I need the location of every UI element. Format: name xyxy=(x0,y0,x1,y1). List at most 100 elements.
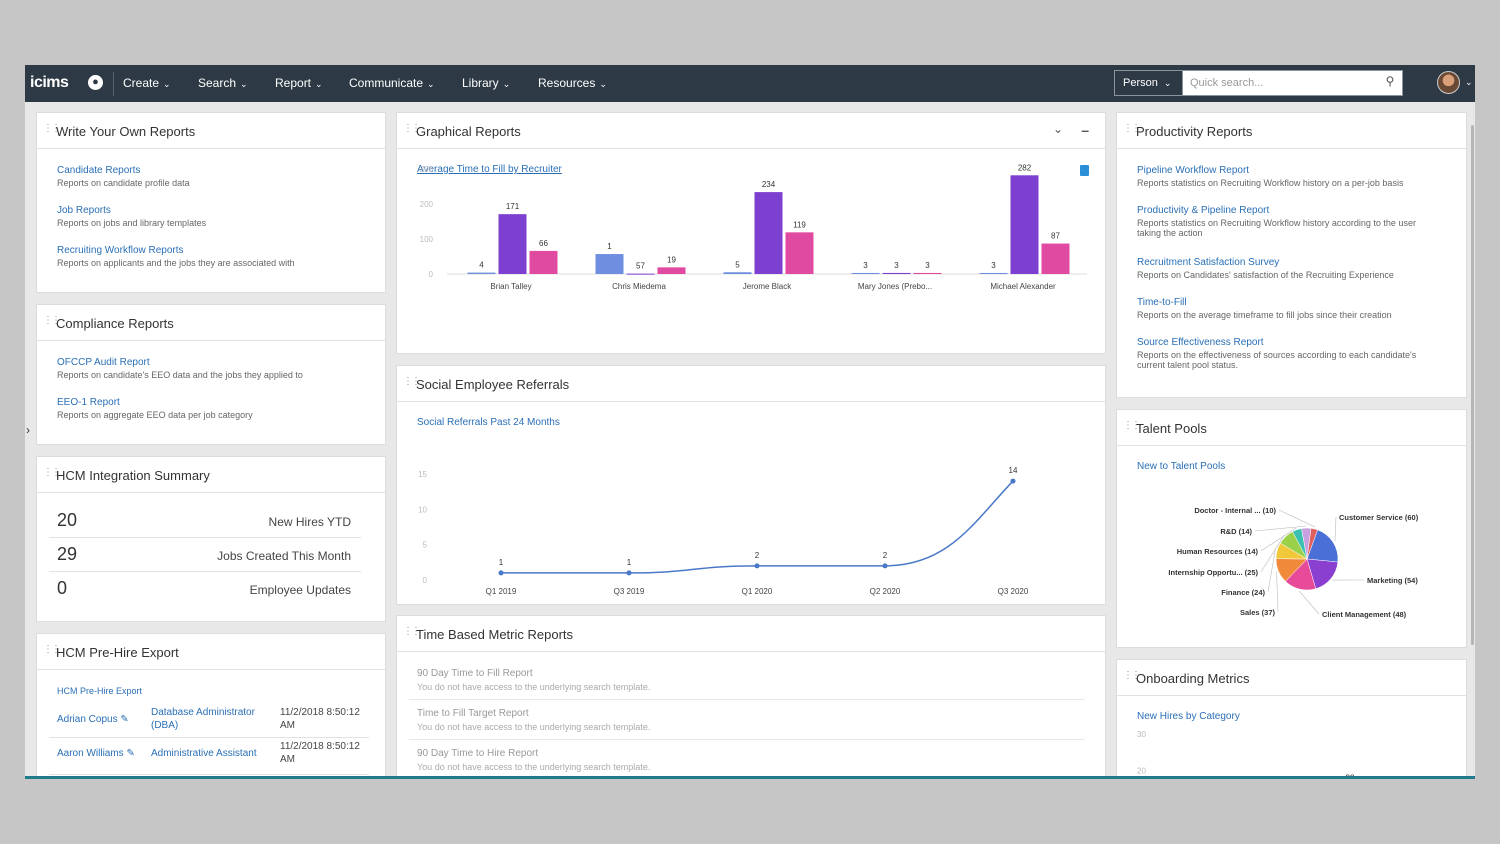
nav-communicate[interactable]: Communicate ⌄ xyxy=(349,76,435,90)
chevron-down-icon[interactable]: ⌄ xyxy=(1465,77,1473,87)
list-item: OFCCP Audit Report Reports on candidate'… xyxy=(57,357,303,380)
report-link[interactable]: 90 Day Time to Fill Report xyxy=(417,668,533,679)
panel-title: HCM Pre-Hire Export xyxy=(56,645,179,660)
minimize-icon[interactable]: – xyxy=(1081,122,1089,138)
drag-handle-icon[interactable]: ⋮⋮ xyxy=(403,123,421,134)
bar-value-label: 119 xyxy=(793,220,806,229)
nav-resources[interactable]: Resources ⌄ xyxy=(538,76,607,90)
nav-divider xyxy=(113,72,114,96)
chart-bar xyxy=(657,267,686,274)
job-link[interactable]: Administrative Assistant xyxy=(151,748,257,759)
summary-row[interactable]: 0 Employee Updates xyxy=(49,572,361,606)
chart-title-link[interactable]: Social Referrals Past 24 Months xyxy=(417,417,560,428)
report-link[interactable]: Candidate Reports xyxy=(57,165,141,176)
y-tick-label: 0 xyxy=(429,270,434,279)
chart-title-link[interactable]: Average Time to Fill by Recruiter xyxy=(417,164,562,175)
report-link[interactable]: Job Reports xyxy=(57,205,111,216)
drag-handle-icon[interactable]: ⋮⋮ xyxy=(1123,670,1141,681)
pie-slice-label: Doctor - Internal ... (10) xyxy=(1194,506,1276,515)
panel-header: ⋮⋮ Compliance Reports xyxy=(37,305,385,341)
summary-row[interactable]: 29 Jobs Created This Month xyxy=(49,538,361,572)
drag-handle-icon[interactable]: ⋮⋮ xyxy=(43,467,61,478)
compliance-reports-panel: ⋮⋮ Compliance Reports OFCCP Audit Report… xyxy=(36,304,386,445)
panel-title: Social Employee Referrals xyxy=(416,377,570,392)
report-description: You do not have access to the underlying… xyxy=(417,722,651,732)
report-link[interactable]: Productivity & Pipeline Report xyxy=(1137,205,1270,216)
list-item: Time-to-Fill Reports on the average time… xyxy=(1137,297,1392,320)
bar-value-label: 3 xyxy=(991,261,996,270)
nav-create-label: Create xyxy=(123,76,160,90)
hcm-pre-hire-export-link[interactable]: HCM Pre-Hire Export xyxy=(57,686,143,696)
drag-handle-icon[interactable]: ⋮⋮ xyxy=(403,626,421,637)
panel-header: ⋮⋮ Write Your Own Reports xyxy=(37,113,385,149)
job-link[interactable]: Database Administrator xyxy=(151,707,255,718)
icims-logo[interactable]: icims xyxy=(30,74,69,91)
report-link[interactable]: Source Effectiveness Report xyxy=(1137,337,1264,348)
bar-value-label: 4 xyxy=(479,261,484,270)
export-date: 11/2/2018 8:50:12 xyxy=(280,741,360,752)
report-link[interactable]: Recruiting Workflow Reports xyxy=(57,245,184,256)
pie-leader-line xyxy=(1298,590,1320,615)
nav-library[interactable]: Library ⌄ xyxy=(462,76,510,90)
pie-slice-label: Customer Service (60) xyxy=(1339,513,1419,522)
panel-title: Productivity Reports xyxy=(1136,124,1253,139)
chevron-down-icon[interactable]: ⌄ xyxy=(1052,122,1063,136)
graphical-reports-panel: ⋮⋮ Graphical Reports ⌄ – Average Time to… xyxy=(396,112,1106,354)
drag-handle-icon[interactable]: ⋮⋮ xyxy=(43,123,61,134)
x-tick-label: Q1 2020 xyxy=(742,587,773,596)
user-avatar[interactable] xyxy=(1437,71,1460,94)
summary-value: 20 xyxy=(57,510,78,530)
search-type-dropdown[interactable]: Person ⌄ xyxy=(1115,71,1183,95)
nav-create[interactable]: Create ⌄ xyxy=(123,76,171,90)
panel-title: Talent Pools xyxy=(1136,421,1207,436)
productivity-reports-panel: ⋮⋮ Productivity Reports Pipeline Workflo… xyxy=(1116,112,1467,398)
drag-handle-icon[interactable]: ⋮⋮ xyxy=(1123,123,1141,134)
app-window: icims ● Create ⌄ Search ⌄ Report ⌄ Communic… xyxy=(25,65,1475,779)
drag-handle-icon[interactable]: ⋮⋮ xyxy=(403,376,421,387)
quick-search-input[interactable] xyxy=(1184,71,1379,95)
drag-handle-icon[interactable]: ⋮⋮ xyxy=(43,644,61,655)
nav-report[interactable]: Report ⌄ xyxy=(275,76,323,90)
chart-bar xyxy=(979,272,1008,274)
panel-header: ⋮⋮ Time Based Metric Reports xyxy=(397,616,1105,652)
summary-label: Jobs Created This Month xyxy=(217,549,351,563)
globe-icon[interactable]: ● xyxy=(88,75,103,90)
edit-icon[interactable]: ✎ xyxy=(120,714,129,725)
hcm-integration-summary-panel: ⋮⋮ HCM Integration Summary 20 New Hires … xyxy=(36,456,386,622)
report-link[interactable]: Pipeline Workflow Report xyxy=(1137,165,1250,176)
quick-search: Person ⌄ ⚲ xyxy=(1114,70,1403,96)
report-link[interactable]: Time to Fill Target Report xyxy=(417,708,529,719)
x-tick-label: Q1 2019 xyxy=(486,587,517,596)
summary-row[interactable]: 20 New Hires YTD xyxy=(49,504,361,538)
search-icon[interactable]: ⚲ xyxy=(1385,74,1395,88)
scrollbar[interactable] xyxy=(1471,125,1474,645)
candidate-name: Adrian Copus xyxy=(57,714,118,725)
drag-handle-icon[interactable]: ⋮⋮ xyxy=(43,315,61,326)
chart-bar xyxy=(754,192,783,274)
job-link-line2[interactable]: (DBA) xyxy=(151,720,179,731)
chevron-right-icon[interactable]: › xyxy=(26,423,30,437)
panel-header: ⋮⋮ Talent Pools xyxy=(1117,410,1466,446)
chart-title-link[interactable]: New to Talent Pools xyxy=(1137,461,1226,472)
report-link[interactable]: Time-to-Fill xyxy=(1137,297,1187,308)
report-link[interactable]: EEO-1 Report xyxy=(57,397,120,408)
nav-communicate-label: Communicate xyxy=(349,76,424,90)
panel-title: Graphical Reports xyxy=(416,124,521,139)
candidate-link[interactable]: Adrian Copus ✎ xyxy=(57,714,129,725)
edit-icon[interactable]: ✎ xyxy=(126,748,135,759)
list-item: Source Effectiveness Report Reports on t… xyxy=(1137,337,1416,370)
report-link[interactable]: 90 Day Time to Hire Report xyxy=(417,748,539,759)
drag-handle-icon[interactable]: ⋮⋮ xyxy=(1123,420,1141,431)
candidate-link[interactable]: Aaron Williams ✎ xyxy=(57,748,135,759)
chart-title-link[interactable]: New Hires by Category xyxy=(1137,711,1240,722)
report-link[interactable]: OFCCP Audit Report xyxy=(57,357,150,368)
panel-header: ⋮⋮ Onboarding Metrics xyxy=(1117,660,1466,696)
report-description: Reports on candidate's EEO data and the … xyxy=(57,370,303,380)
report-description: Reports statistics on Recruiting Workflo… xyxy=(1137,178,1404,188)
export-time-suffix: AM xyxy=(280,754,295,765)
nav-search[interactable]: Search ⌄ xyxy=(198,76,248,90)
report-link[interactable]: Recruitment Satisfaction Survey xyxy=(1137,257,1280,268)
list-item: Pipeline Workflow Report Reports statist… xyxy=(1137,165,1403,188)
data-point xyxy=(754,563,760,569)
export-document-icon[interactable] xyxy=(1080,165,1089,176)
